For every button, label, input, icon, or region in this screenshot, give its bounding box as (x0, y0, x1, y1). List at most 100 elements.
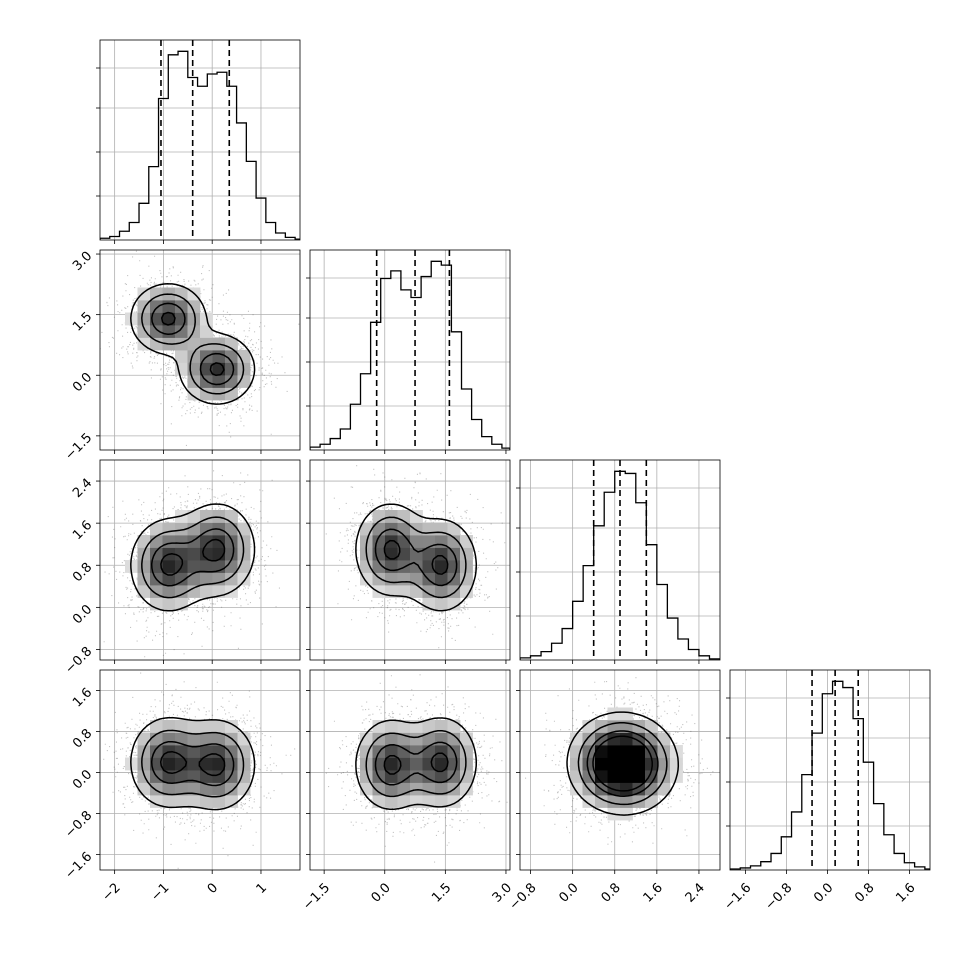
density-cell (607, 757, 621, 771)
density-cell (447, 535, 461, 548)
x-tick-label: 1.6 (641, 880, 666, 905)
panel-2-2 (516, 459, 721, 664)
y-tick-label: −0.8 (62, 644, 95, 677)
density-cell (447, 770, 461, 783)
panel-3-3: −1.6 −0.8 0.0 0.8 1.6 (721, 669, 931, 913)
density-cell (225, 572, 238, 586)
density-cell (225, 560, 238, 573)
density-cell (385, 510, 398, 523)
density-cell (607, 707, 621, 721)
density-cell (657, 757, 671, 771)
density-cell (645, 732, 658, 746)
density-cell (397, 720, 411, 733)
density-cell (162, 782, 176, 796)
panel-content (310, 250, 510, 450)
density-cell (187, 522, 201, 536)
density-cell (360, 732, 373, 746)
density-cell (162, 535, 176, 548)
panel-1-1 (306, 249, 511, 454)
density-cell (360, 572, 373, 586)
panel-frame (99, 459, 301, 661)
density-cell (175, 522, 188, 536)
density-cell (150, 560, 163, 573)
density-cell (447, 597, 461, 611)
density-cell (435, 795, 448, 808)
density-cell (237, 535, 251, 548)
density-cell (137, 757, 151, 771)
density-cell (212, 757, 226, 771)
contour-level-3 (160, 311, 225, 377)
density-cell (175, 795, 188, 808)
density-cell (150, 585, 163, 598)
contour-level-0 (130, 282, 256, 405)
density-cell (150, 312, 163, 326)
density-cell (187, 745, 201, 758)
y-tick-label: 0.0 (70, 602, 95, 627)
density-cell (175, 585, 188, 598)
density-cell (187, 547, 201, 561)
contour-level-2 (374, 528, 458, 587)
y-tick-label: 0.0 (70, 370, 95, 395)
density-cell (607, 770, 621, 783)
density-cell (187, 782, 201, 796)
density-cell (200, 732, 213, 746)
density-cell (435, 572, 448, 586)
density-cell (447, 522, 461, 536)
density-cell (162, 770, 176, 783)
panel-content (100, 250, 300, 450)
density-cell (645, 720, 658, 733)
density-cell (150, 325, 163, 338)
density-cell (175, 572, 188, 586)
density-cell (447, 560, 461, 573)
density-cell (422, 585, 436, 598)
density-cell (385, 720, 398, 733)
density-cell (645, 770, 658, 783)
density-cell (372, 757, 386, 771)
density-cell (175, 312, 188, 326)
x-tick-label: 0.8 (852, 880, 877, 905)
density-cell (200, 325, 213, 338)
density-cell (620, 770, 633, 783)
panel-0-0 (96, 39, 301, 244)
x-tick-label: −2 (100, 880, 124, 904)
density-cell (397, 585, 411, 598)
contour-level-1 (141, 729, 245, 798)
density-cell (422, 782, 436, 796)
density-cell (385, 782, 398, 796)
density-cell (187, 720, 201, 733)
y-tick-label: 0.0 (70, 767, 95, 792)
density-cell (175, 287, 188, 301)
density-cell (162, 325, 176, 338)
density-cell (150, 300, 163, 313)
density-cell (150, 782, 163, 796)
density-cell (162, 300, 176, 313)
density-cell (187, 312, 201, 326)
density-cell (397, 770, 411, 783)
density-cell (435, 597, 448, 611)
contour-level-3 (592, 735, 653, 792)
density-cell (200, 572, 213, 586)
contour-level-2 (150, 528, 235, 587)
contour-level-1 (577, 722, 668, 806)
density-cell (410, 572, 423, 586)
contour-level-2 (374, 741, 458, 786)
y-tick-label: 2.4 (70, 476, 95, 501)
density-cell (150, 795, 163, 808)
density-cell (582, 732, 596, 746)
y-tick-label: −1.6 (62, 849, 95, 882)
density-cell (632, 745, 646, 758)
density-cell (595, 795, 608, 808)
density-cell (372, 547, 386, 561)
contour-level-3 (160, 538, 226, 576)
density-cell (175, 547, 188, 561)
contour-level-1 (365, 730, 467, 798)
density-cell (410, 732, 423, 746)
density-cell (212, 720, 226, 733)
x-tick-label: −0.8 (507, 880, 540, 913)
density-cell (175, 745, 188, 758)
density-cell (435, 585, 448, 598)
density-cell (410, 770, 423, 783)
x-tick-label: 1.6 (893, 880, 918, 905)
y-tick-label: 1.6 (70, 685, 95, 710)
contour-level-1 (141, 516, 245, 599)
